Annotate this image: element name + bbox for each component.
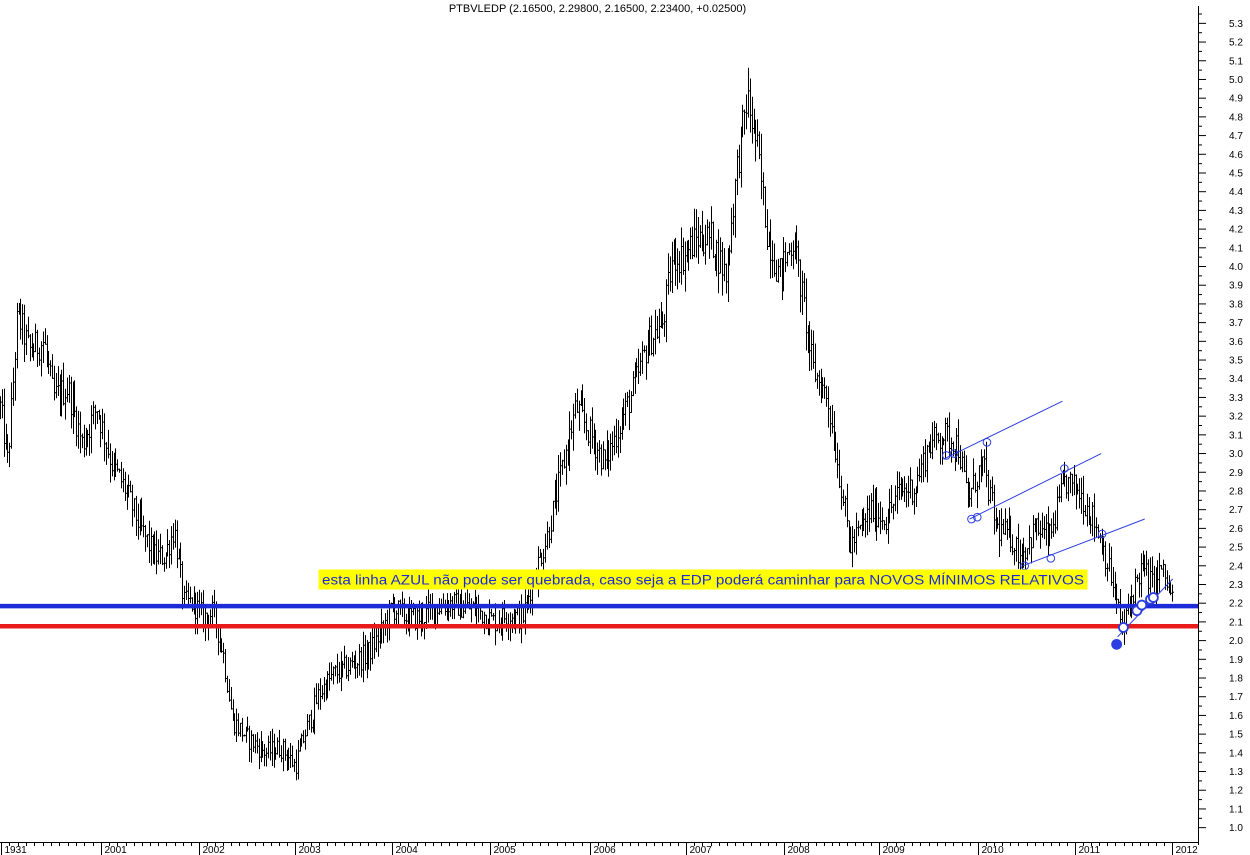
y-tick-label: 4.9 (1229, 94, 1243, 105)
x-tick-label: 2003 (299, 845, 322, 855)
y-tick-label: 1.7 (1229, 692, 1243, 703)
x-tick-label: 2006 (594, 845, 617, 855)
y-tick-label: 2.4 (1229, 561, 1243, 572)
y-tick-label: 1.5 (1229, 730, 1243, 741)
ohlc-bars (0, 67, 1174, 781)
pivot-low-marker (1111, 638, 1123, 650)
y-tick-label: 4.6 (1229, 150, 1243, 161)
x-tick-label: 2012 (1176, 845, 1199, 855)
y-tick-label: 5.2 (1229, 38, 1243, 49)
pivot-marker (1147, 592, 1159, 603)
y-tick-label: 1.2 (1229, 786, 1243, 797)
y-tick-label: 1.9 (1229, 655, 1243, 666)
x-tick-label: 1931 (5, 845, 28, 855)
y-tick-label: 3.9 (1229, 281, 1243, 292)
y-tick-label: 2.1 (1229, 617, 1243, 628)
x-axis: 1931 2001 2002 2003 2004 2005 2006 2007 2008 2009… (0, 842, 1198, 855)
y-tick-label: 2.3 (1229, 580, 1243, 591)
y-tick-label: 4.3 (1229, 206, 1243, 217)
y-tick-label: 4.1 (1229, 243, 1243, 254)
y-tick-label: 1.1 (1229, 804, 1243, 815)
trend-line-3 (1022, 518, 1145, 567)
y-tick-label: 2.6 (1229, 524, 1243, 535)
y-tick-label: 1.8 (1229, 674, 1243, 685)
trend-touch-marker (982, 438, 992, 447)
y-tick-label: 2.2 (1229, 599, 1243, 610)
trend-touch-marker (942, 451, 951, 460)
trend-touch-marker (1060, 464, 1069, 473)
chart-title: PTBVLEDP (2.16500, 2.29800, 2.16500, 2.2… (448, 3, 747, 15)
y-tick-label: 3.4 (1229, 374, 1243, 385)
y-axis: 1.0 1.1 1.2 1.3 1.4 1.5 1.6 1.7 1.8 1.9 2.0 2.1 2.2 2… (1198, 6, 1243, 845)
y-tick-label: 1.3 (1229, 767, 1243, 778)
y-tick-label: 2.9 (1229, 468, 1243, 479)
y-tick-label: 4.7 (1229, 131, 1243, 142)
trend-touch-marker (1046, 554, 1056, 563)
x-tick-label: 2007 (690, 845, 713, 855)
y-tick-label: 2.0 (1229, 636, 1243, 647)
trend-touch-marker (949, 449, 959, 458)
pivot-marker (1117, 622, 1129, 633)
x-tick-label: 2009 (883, 845, 906, 855)
trend-touch-marker (967, 514, 976, 524)
y-tick-label: 5.3 (1229, 19, 1243, 30)
x-tick-label: 2010 (982, 845, 1005, 855)
y-tick-label: 5.0 (1229, 75, 1243, 86)
y-tick-label: 3.3 (1229, 393, 1243, 404)
x-tick-label: 2002 (203, 845, 226, 855)
y-tick-label: 1.4 (1229, 748, 1243, 759)
trend-touch-marker (972, 512, 982, 522)
y-tick-label: 3.7 (1229, 318, 1243, 329)
annotation-box (318, 569, 1088, 590)
ohlc-bar-series (0, 67, 1174, 781)
trend-lines (943, 400, 1174, 638)
trend-touch-marker (1097, 529, 1107, 539)
y-tick-label: 2.7 (1229, 505, 1243, 516)
markers (942, 438, 1159, 650)
y-tick-label: 2.5 (1229, 543, 1243, 554)
x-tick-label: 2004 (396, 845, 419, 855)
y-tick-label: 3.5 (1229, 356, 1243, 367)
y-tick-label: 1.0 (1229, 823, 1243, 834)
pivot-marker (1136, 599, 1148, 611)
y-tick-label: 4.0 (1229, 262, 1243, 273)
y-tick-label: 2.8 (1229, 486, 1243, 497)
y-tick-label: 4.4 (1229, 187, 1243, 198)
y-tick-label: 3.8 (1229, 299, 1243, 310)
y-tick-label: 3.1 (1229, 430, 1243, 441)
x-tick-label: 2001 (105, 845, 128, 855)
horizontal-lines (0, 603, 1198, 629)
trend-line-1 (943, 400, 1063, 460)
x-tick-label: 2011 (1079, 845, 1101, 855)
annotation-group: esta linha AZUL não pode ser quebrada, c… (318, 569, 1088, 590)
y-tick-label: 5.1 (1229, 56, 1243, 67)
y-tick-label: 4.2 (1229, 225, 1243, 236)
y-tick-label: 3.6 (1229, 337, 1243, 348)
x-tick-label: 2005 (494, 845, 517, 855)
annotation-text: esta linha AZUL não pode ser quebrada, c… (322, 573, 1084, 588)
y-tick-label: 4.5 (1229, 168, 1243, 179)
trend-line-2 (969, 453, 1102, 520)
y-tick-label: 1.6 (1229, 711, 1243, 722)
x-tick-label: 2008 (788, 845, 811, 855)
y-tick-label: 4.8 (1229, 112, 1243, 123)
y-tick-label: 3.2 (1229, 412, 1243, 423)
y-tick-label: 3.0 (1229, 449, 1243, 460)
